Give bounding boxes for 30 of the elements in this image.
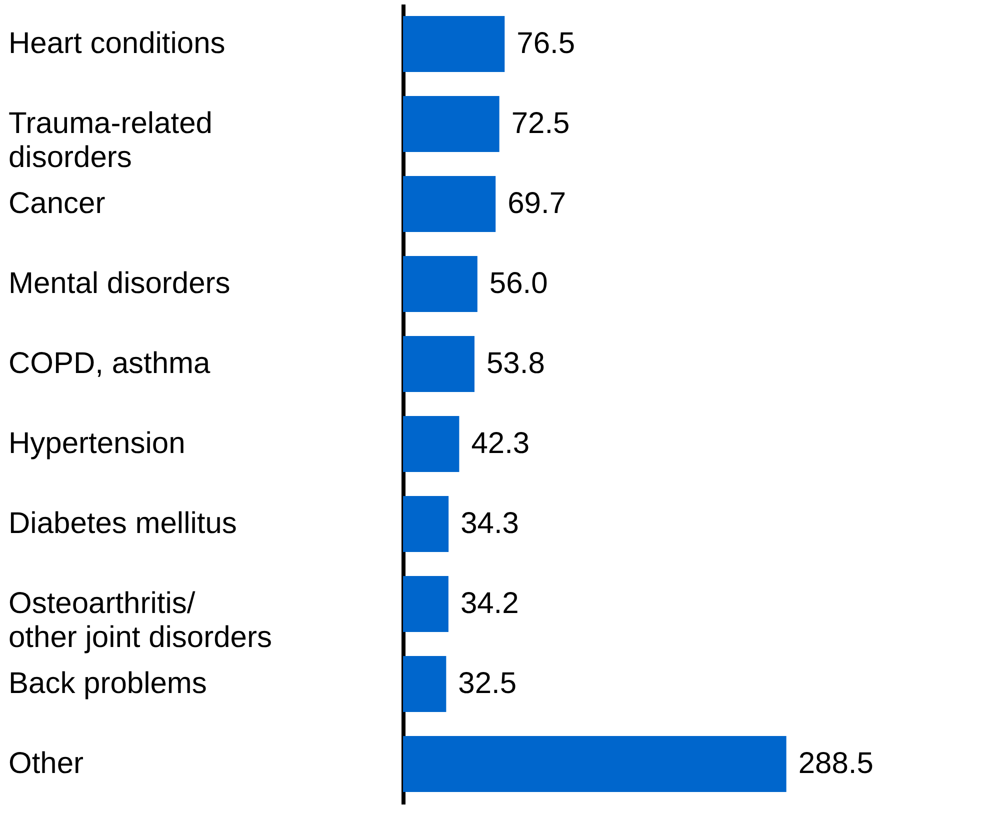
data-label: 42.3 [471, 427, 530, 460]
bar [403, 96, 500, 152]
bar [403, 496, 449, 552]
data-label: 34.3 [460, 507, 519, 540]
bar [403, 656, 446, 712]
bar [403, 416, 460, 472]
y-tick-label: Trauma-related disorders [8, 107, 212, 174]
data-label: 32.5 [458, 667, 517, 700]
bar [403, 176, 496, 232]
data-label: 72.5 [511, 107, 570, 140]
y-tick-label: Other [8, 747, 84, 780]
data-label: 288.5 [798, 747, 874, 780]
y-tick-label: Osteoarthritis/ other joint disorders [8, 587, 272, 654]
y-tick-label: Back problems [8, 667, 207, 700]
y-tick-label: Diabetes mellitus [8, 507, 237, 540]
bar [403, 736, 786, 792]
bar [403, 336, 474, 392]
y-tick-label: Heart conditions [8, 27, 226, 60]
data-label: 69.7 [508, 187, 566, 220]
data-label: 56.0 [489, 267, 548, 300]
bar [403, 16, 505, 72]
data-label: 53.8 [486, 347, 545, 380]
y-tick-label: Hypertension [8, 427, 186, 460]
bar [403, 576, 448, 632]
data-label: 34.2 [460, 587, 519, 620]
data-label: 76.5 [516, 27, 576, 60]
y-tick-label: Mental disorders [8, 267, 230, 300]
y-tick-label: Cancer [8, 187, 106, 220]
bar [403, 256, 478, 312]
y-tick-label: COPD, asthma [8, 347, 211, 380]
